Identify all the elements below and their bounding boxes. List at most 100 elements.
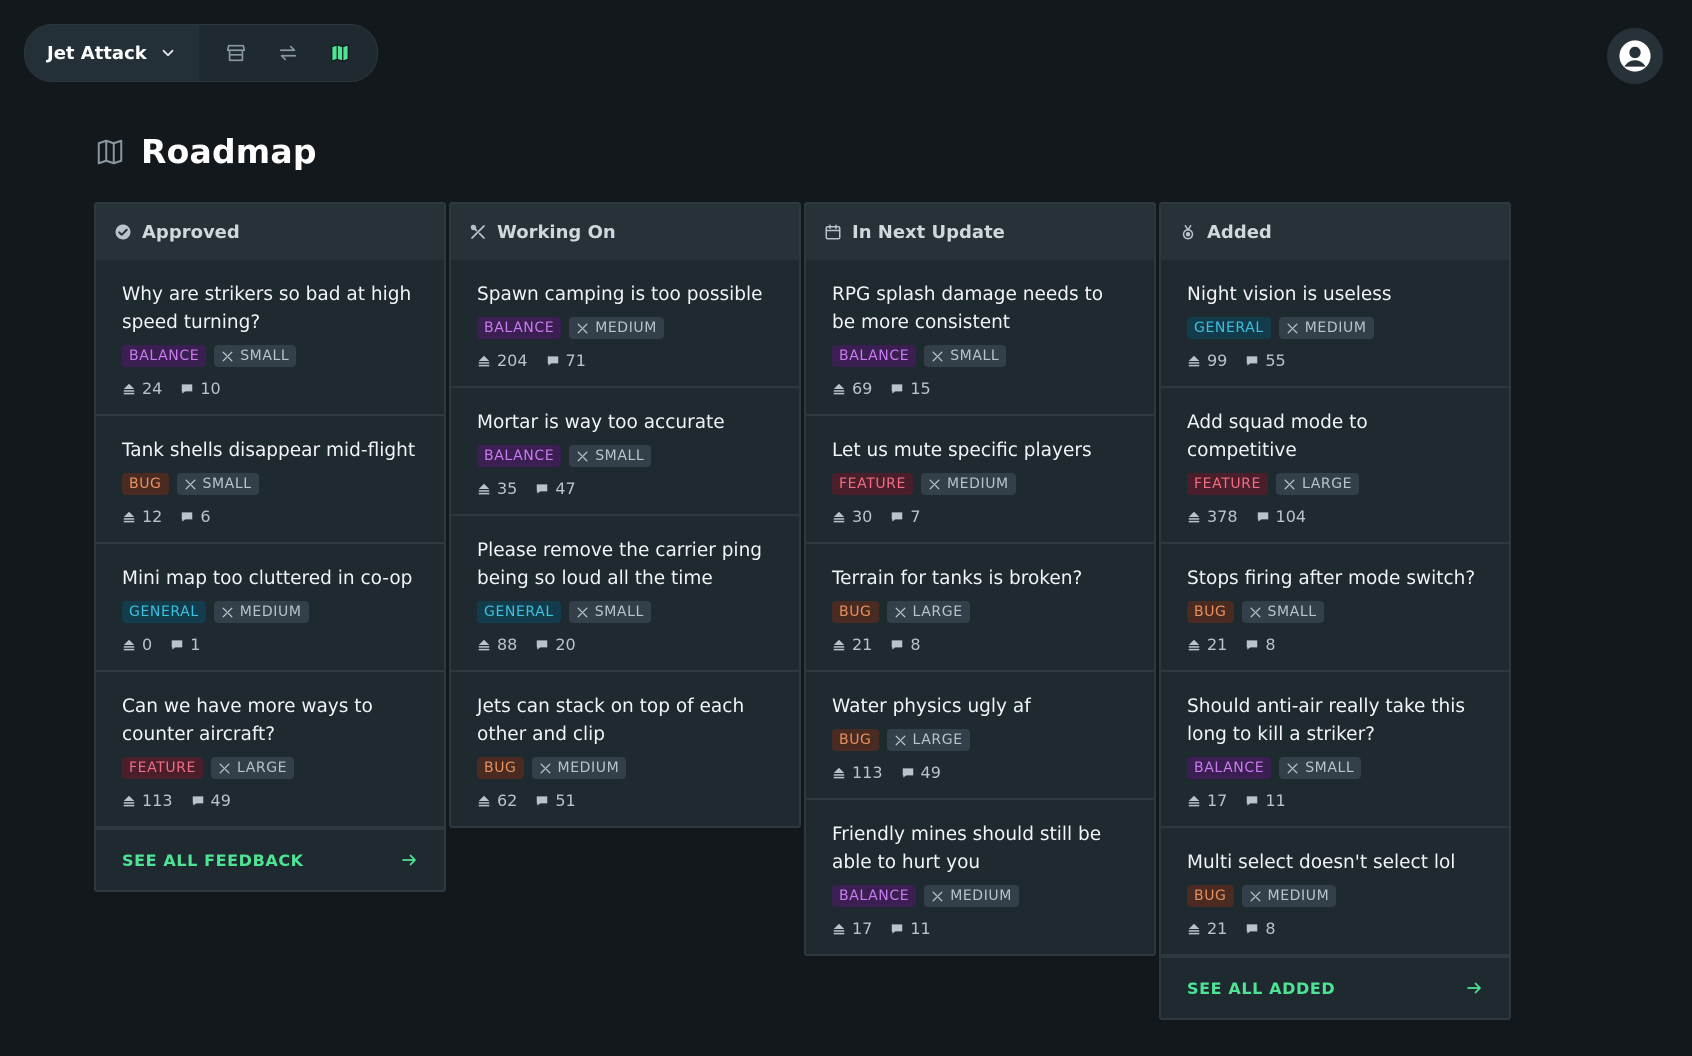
comment-number: 51: [555, 791, 576, 810]
comment-count: 71: [546, 351, 586, 370]
size-label: LARGE: [912, 604, 963, 620]
comment-icon: [170, 638, 184, 652]
swap-icon[interactable]: [277, 42, 299, 64]
feedback-card[interactable]: Spawn camping is too possible BALANCE MEDI…: [451, 260, 799, 388]
card-title: Multi select doesn't select lol: [1187, 852, 1456, 873]
column-working-on: Working On Spawn camping is too possible B…: [449, 202, 801, 828]
vote-icon: [1187, 354, 1201, 368]
size-icon: [218, 762, 231, 775]
type-badge: BUG: [832, 729, 879, 751]
check-circle-icon: [114, 223, 132, 241]
feedback-card[interactable]: Water physics ugly af BUG LARGE 113 49: [806, 672, 1154, 800]
size-icon: [1286, 762, 1299, 775]
type-badge: BUG: [477, 757, 524, 779]
arrow-right-icon: [400, 851, 418, 869]
type-badge: FEATURE: [122, 757, 203, 779]
feedback-card[interactable]: Terrain for tanks is broken? BUG LARGE 21 8: [806, 544, 1154, 672]
comment-number: 8: [1265, 635, 1276, 654]
vote-number: 113: [852, 763, 883, 782]
size-label: LARGE: [912, 732, 963, 748]
vote-count: 17: [1187, 791, 1227, 810]
column-header: Approved: [96, 204, 444, 260]
size-icon: [576, 450, 589, 463]
feedback-card[interactable]: RPG splash damage needs to be more consi…: [806, 260, 1154, 416]
vote-number: 12: [142, 507, 163, 526]
size-icon: [221, 606, 234, 619]
size-label: MEDIUM: [950, 888, 1012, 904]
card-title: Stops firing after mode switch?: [1187, 568, 1476, 589]
size-icon: [894, 606, 907, 619]
card-stats: 204 71: [477, 351, 773, 370]
comment-icon: [890, 638, 904, 652]
vote-number: 378: [1207, 507, 1238, 526]
feedback-card[interactable]: Mini map too cluttered in co-op GENERAL ME…: [96, 544, 444, 672]
card-tags: BUG SMALL: [1187, 601, 1483, 623]
comment-count: 8: [1245, 635, 1276, 654]
size-badge: MEDIUM: [569, 317, 664, 339]
project-switcher[interactable]: Jet Attack: [25, 25, 199, 81]
vote-count: 17: [832, 919, 872, 938]
vote-count: 35: [477, 479, 517, 498]
card-title: Night vision is useless: [1187, 284, 1392, 305]
size-badge: SMALL: [569, 445, 652, 467]
vote-count: 0: [122, 635, 152, 654]
card-stats: 17 11: [832, 919, 1128, 938]
vote-icon: [832, 510, 846, 524]
comment-icon: [1245, 794, 1259, 808]
feedback-card[interactable]: Tank shells disappear mid-flight BUG SMALL…: [96, 416, 444, 544]
comment-icon: [901, 766, 915, 780]
feedback-card[interactable]: Please remove the carrier ping being so …: [451, 516, 799, 672]
chevron-down-icon: [162, 49, 174, 57]
size-badge: MEDIUM: [531, 757, 627, 779]
size-label: SMALL: [1305, 760, 1355, 776]
card-title: RPG splash damage needs to be more consi…: [832, 284, 1104, 333]
comment-count: 47: [535, 479, 576, 498]
feedback-card[interactable]: Night vision is useless GENERAL MEDIUM 99 55: [1161, 260, 1509, 388]
card-title: Jets can stack on top of each other and …: [477, 696, 745, 745]
card-stats: 62 51: [477, 791, 773, 810]
column-title: Working On: [497, 221, 616, 243]
medal-icon: [1179, 223, 1197, 241]
comment-icon: [1245, 638, 1259, 652]
comment-number: 49: [920, 763, 941, 782]
comment-number: 15: [910, 379, 931, 398]
see-all-link[interactable]: SEE ALL FEEDBACK: [96, 828, 444, 890]
map-icon[interactable]: [329, 42, 351, 64]
feedback-card[interactable]: Should anti-air really take this long to…: [1161, 672, 1509, 828]
comment-icon: [535, 482, 549, 496]
feedback-card[interactable]: Jets can stack on top of each other and …: [451, 672, 799, 826]
feedback-card[interactable]: Can we have more ways to counter aircraf…: [96, 672, 444, 828]
feedback-card[interactable]: Add squad mode to competitive FEATURE LARG…: [1161, 388, 1509, 544]
user-avatar[interactable]: [1607, 28, 1663, 84]
comment-number: 47: [555, 479, 576, 498]
vote-icon: [122, 382, 136, 396]
size-icon: [931, 350, 944, 363]
size-badge: MEDIUM: [1278, 317, 1374, 339]
tools-icon: [469, 223, 487, 241]
comment-icon: [1256, 510, 1270, 524]
feedback-card[interactable]: Why are strikers so bad at high speed tu…: [96, 260, 444, 416]
feedback-card[interactable]: Multi select doesn't select lol BUG MEDIUM…: [1161, 828, 1509, 956]
comment-number: 6: [200, 507, 211, 526]
type-badge: GENERAL: [1187, 317, 1271, 339]
vote-icon: [832, 922, 846, 936]
card-stats: 113 49: [122, 791, 418, 810]
size-icon: [1249, 606, 1262, 619]
feedback-card[interactable]: Let us mute specific players FEATURE MEDIU…: [806, 416, 1154, 544]
card-title: Mortar is way too accurate: [477, 412, 725, 433]
comment-count: 49: [901, 763, 941, 782]
vote-count: 62: [477, 791, 517, 810]
feedback-card[interactable]: Friendly mines should still be able to h…: [806, 800, 1154, 954]
size-label: MEDIUM: [239, 604, 302, 620]
feedback-card[interactable]: Stops firing after mode switch? BUG SMALL 2…: [1161, 544, 1509, 672]
vote-count: 378: [1187, 507, 1238, 526]
comment-count: 15: [890, 379, 931, 398]
feedback-card[interactable]: Mortar is way too accurate BALANCE SMALL 35…: [451, 388, 799, 516]
comment-number: 55: [1265, 351, 1286, 370]
see-all-link[interactable]: SEE ALL ADDED: [1161, 956, 1509, 1018]
type-badge: FEATURE: [832, 473, 913, 495]
vote-icon: [832, 766, 846, 780]
store-icon[interactable]: [225, 42, 247, 64]
card-tags: GENERAL SMALL: [477, 601, 773, 623]
